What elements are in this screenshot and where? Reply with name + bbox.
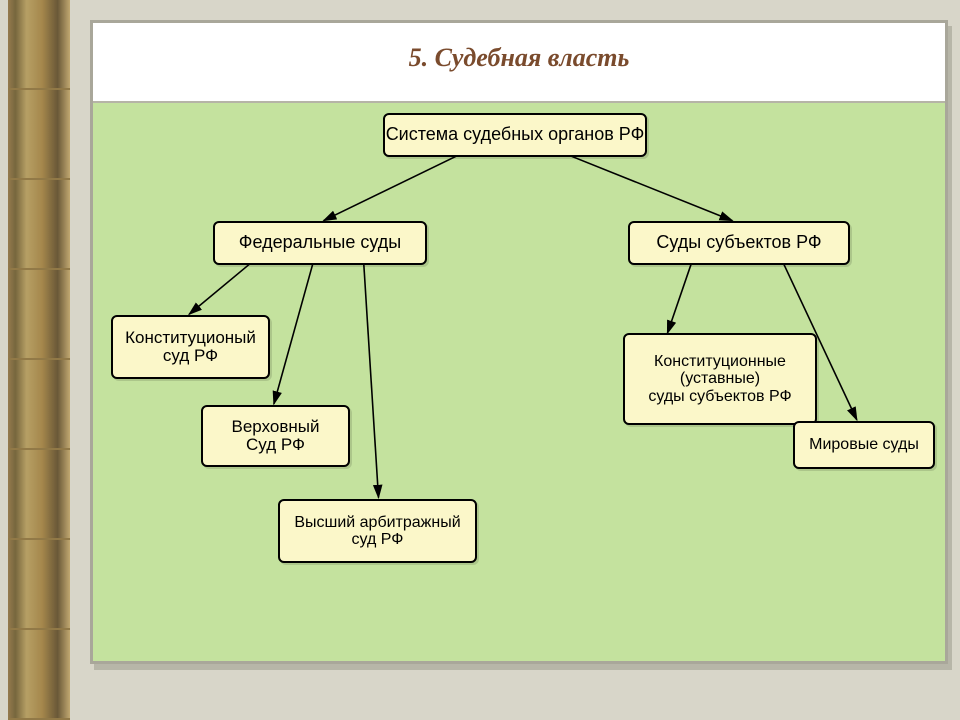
edge-root-fed — [324, 153, 464, 221]
page-background: 5. Судебная власть Система судебных орга… — [0, 0, 960, 720]
node-verh: ВерховныйСуд РФ — [201, 405, 350, 467]
node-konst: Конституционыйсуд РФ — [111, 315, 270, 379]
edge-root-sub — [563, 153, 732, 221]
edge-fed-konst — [189, 260, 254, 314]
node-root: Система судебных органов РФ — [383, 113, 647, 157]
node-arb: Высший арбитражныйсуд РФ — [278, 499, 477, 563]
node-sub: Суды субъектов РФ — [628, 221, 850, 265]
diagram-edges — [93, 103, 945, 661]
node-mir: Мировые суды — [793, 421, 935, 469]
slide-title-text: 5. Судебная власть — [409, 43, 630, 72]
diagram-area: Система судебных органов РФ Федеральные с… — [93, 101, 945, 661]
decorative-sidebar — [8, 0, 70, 720]
edge-sub-konst2 — [667, 260, 692, 333]
edge-fed-verh — [274, 260, 314, 403]
edge-fed-arb — [364, 260, 379, 497]
node-konst2: Конституционные(уставные)суды субъектов … — [623, 333, 817, 425]
slide-frame: 5. Судебная власть Система судебных орга… — [90, 20, 948, 664]
node-fed: Федеральные суды — [213, 221, 427, 265]
slide-title: 5. Судебная власть — [93, 43, 945, 73]
